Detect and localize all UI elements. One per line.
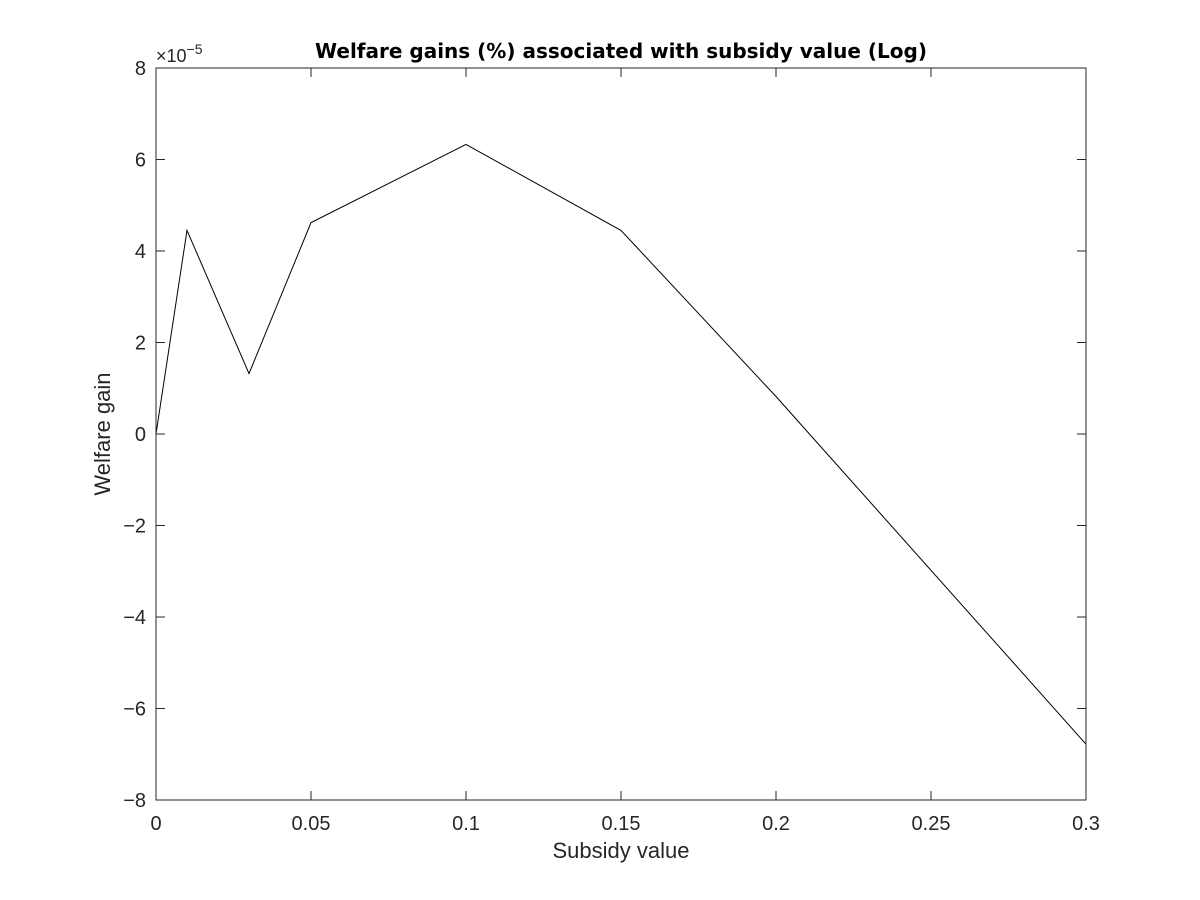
- x-tick-label-6: 0.3: [1072, 813, 1100, 835]
- series-line-0: [155, 143, 1087, 745]
- y-tick-labels: −8 −6 −4 −2 0 2 4 6 8: [123, 58, 146, 812]
- y-tick-label-4: 0: [135, 424, 146, 446]
- axes-box: [155, 67, 1087, 801]
- y-tick-label-8: 8: [135, 58, 146, 80]
- y-exponent-base: ×10: [156, 46, 187, 66]
- chart-title: Welfare gains (%) associated with subsid…: [315, 39, 927, 63]
- plot-area: [156, 68, 1086, 800]
- series-group: [155, 143, 1087, 745]
- y-tick-label-2: −4: [123, 607, 146, 629]
- y-tick-label-7: 6: [135, 150, 146, 172]
- x-axis-label: Subsidy value: [553, 838, 690, 863]
- y-exponent-label: ×10−5: [156, 41, 203, 66]
- x-tick-label-5: 0.25: [912, 813, 951, 835]
- x-tick-label-4: 0.2: [762, 813, 790, 835]
- y-axis-label: Welfare gain: [90, 372, 115, 495]
- y-tick-label-0: −8: [123, 790, 146, 812]
- x-tick-label-1: 0.05: [292, 813, 331, 835]
- y-tick-label-6: 4: [135, 241, 146, 263]
- y-exponent-power: −5: [187, 41, 203, 57]
- y-tick-label-5: 2: [135, 333, 146, 355]
- x-tick-label-3: 0.15: [602, 813, 641, 835]
- y-tick-label-3: −2: [123, 516, 146, 538]
- x-tick-labels: 0 0.05 0.1 0.15 0.2 0.25 0.3: [150, 813, 1099, 835]
- y-tick-label-1: −6: [123, 699, 146, 721]
- x-tick-label-2: 0.1: [452, 813, 480, 835]
- x-tick-label-0: 0: [150, 813, 161, 835]
